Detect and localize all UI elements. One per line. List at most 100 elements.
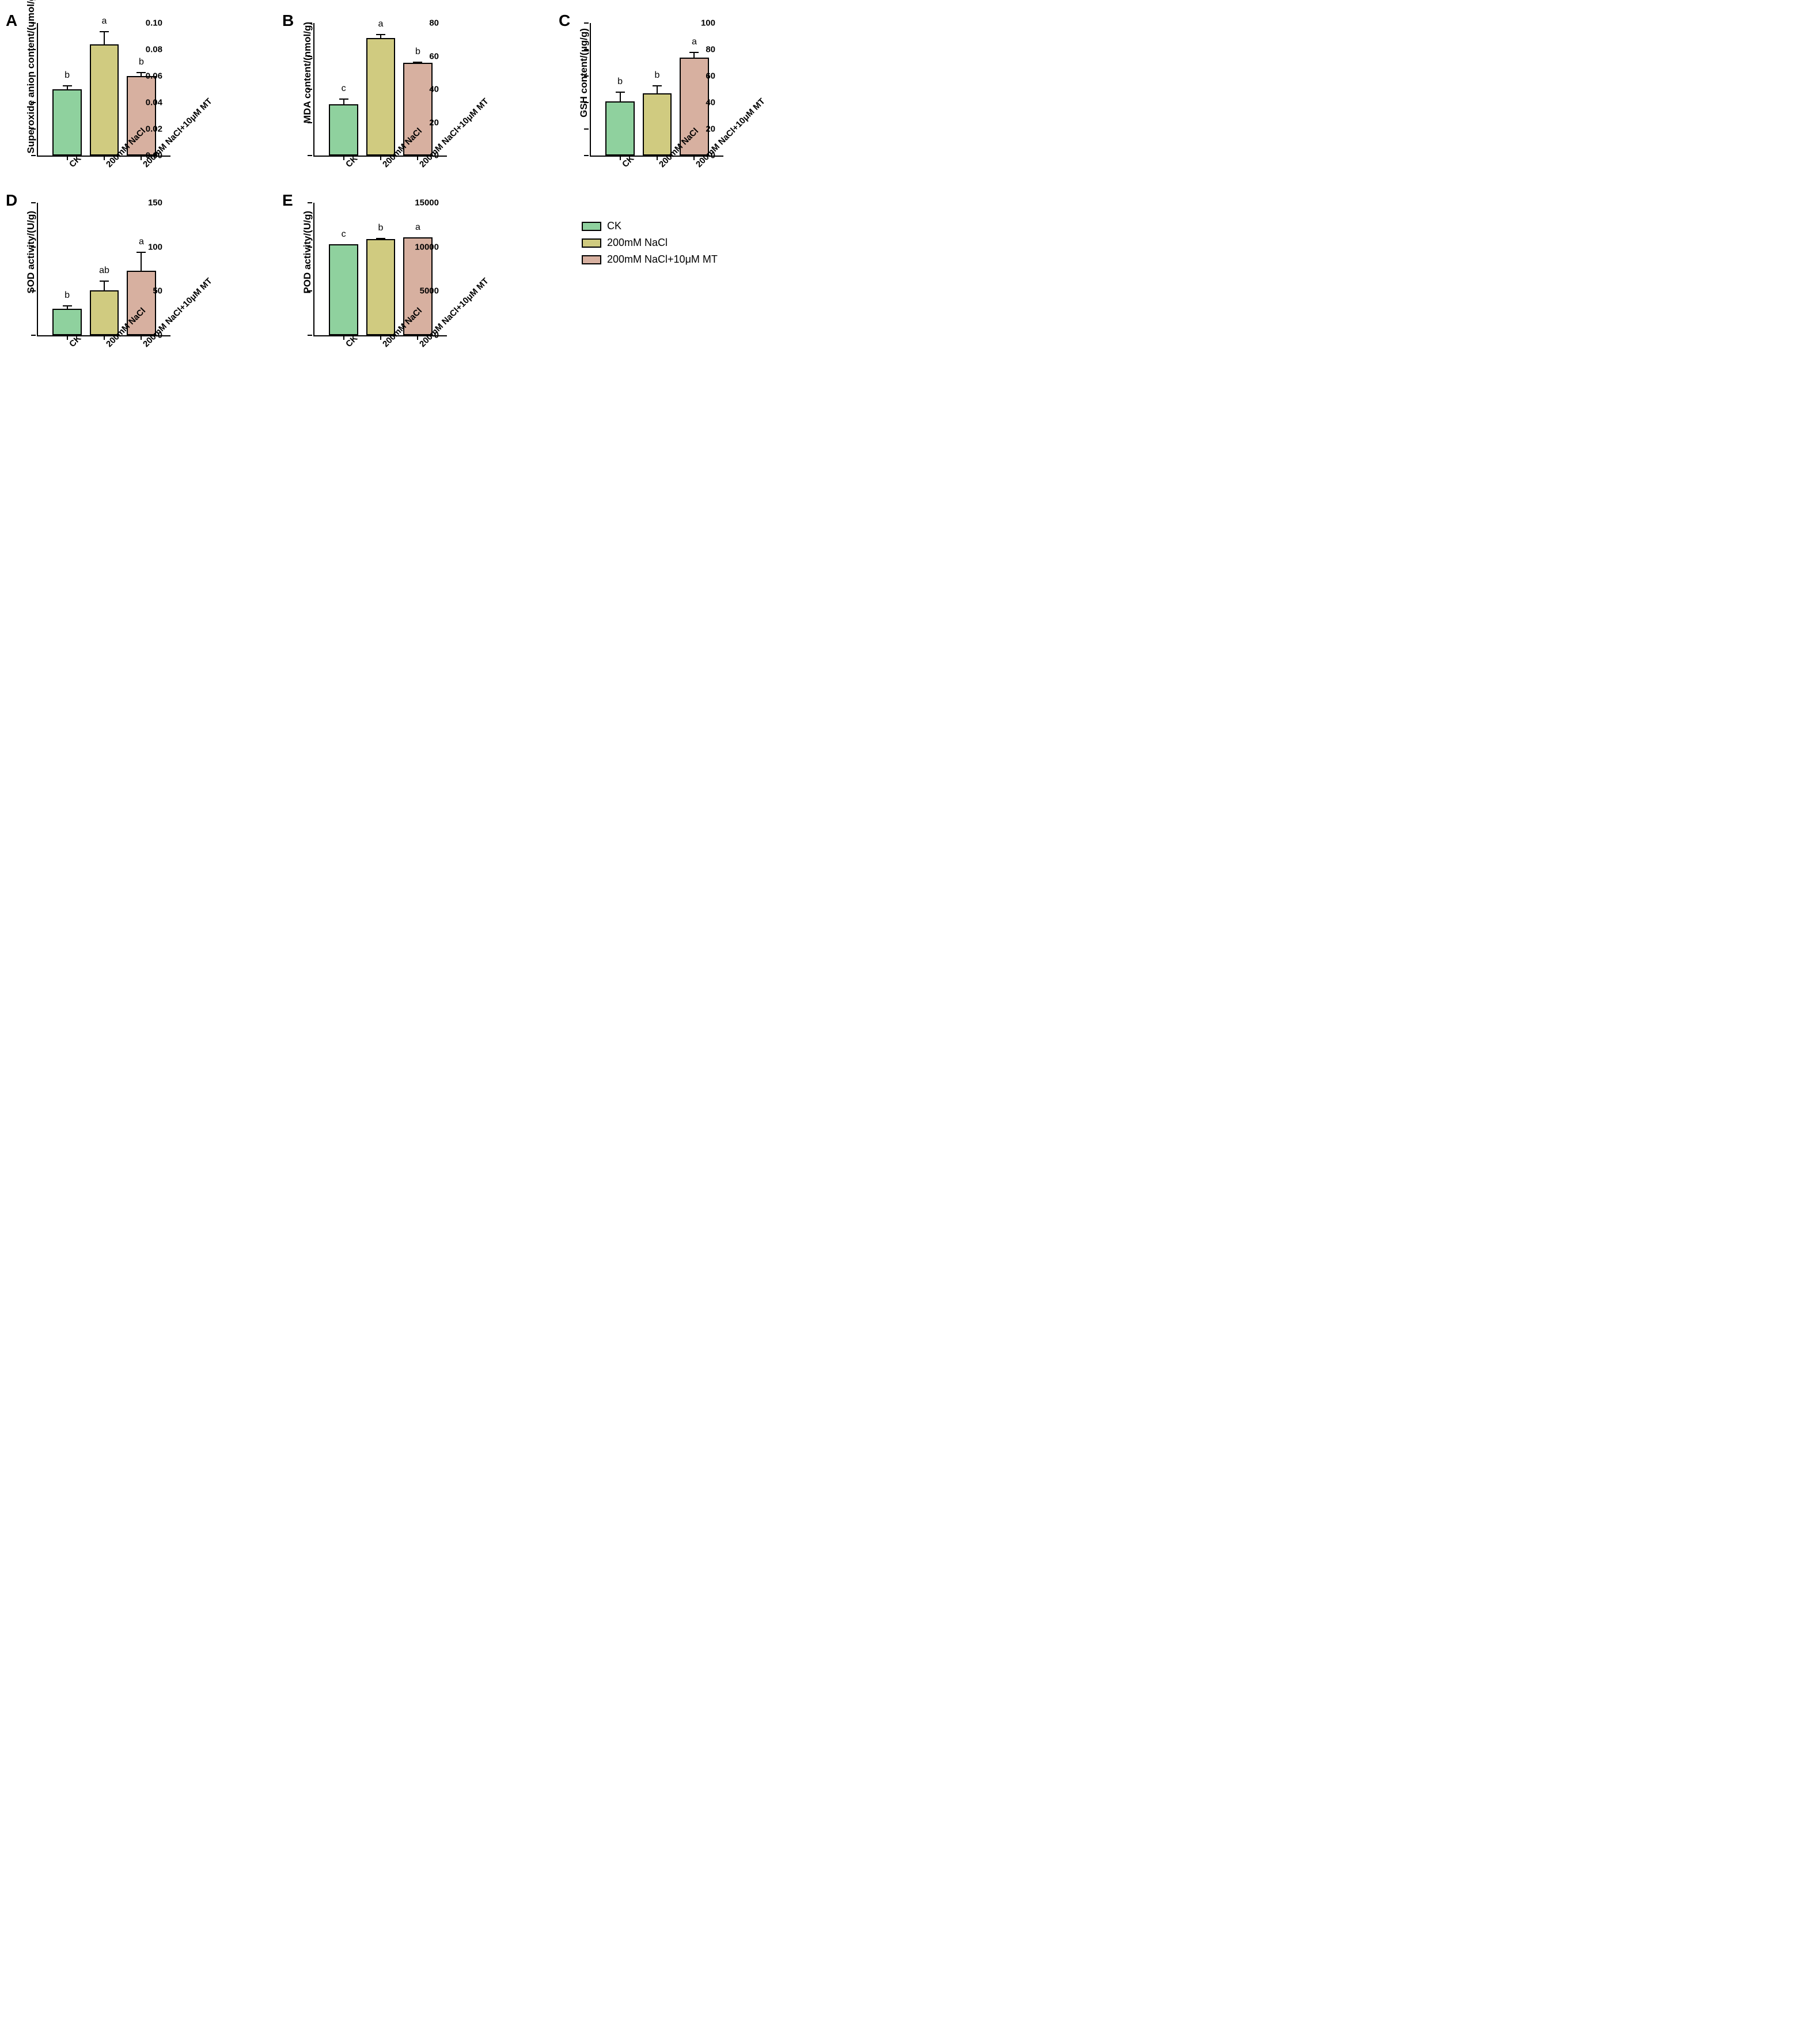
error-cap	[339, 99, 348, 100]
bar: a	[366, 38, 396, 156]
axes: bba CK200mM NaCl200mM NaCl+10μM MT 02040…	[590, 23, 723, 157]
error-bar	[343, 244, 344, 245]
error-cap	[63, 85, 72, 86]
x-tick-label: CK	[620, 162, 627, 169]
y-tick-label: 0.02	[146, 124, 162, 134]
y-tick-label: 40	[429, 85, 439, 94]
y-tick	[31, 75, 36, 77]
error-bar	[343, 99, 344, 105]
error-bar	[67, 85, 68, 90]
y-tick	[31, 155, 36, 156]
y-tick	[308, 56, 312, 57]
legend-swatch	[582, 255, 601, 264]
plot-area: bba CK200mM NaCl200mM NaCl+10μM MT	[590, 23, 723, 157]
y-tick-label: 40	[706, 98, 715, 108]
y-tick	[308, 22, 312, 24]
panel-E: E POD activity/(U/g) cba CK200mM NaCl200…	[299, 203, 553, 336]
bar: b	[366, 239, 396, 335]
error-cap	[100, 281, 109, 282]
legend-swatch	[582, 238, 601, 248]
y-tick	[31, 22, 36, 24]
legend-label: 200mM NaCl	[607, 237, 668, 249]
bars-container: cba	[314, 203, 447, 335]
plot-area: cba CK200mM NaCl200mM NaCl+10μM MT	[313, 203, 447, 336]
x-tick-label: CK	[67, 162, 74, 169]
bars-container: baba	[38, 203, 170, 335]
error-bar	[104, 281, 105, 291]
x-tick-label: CK	[67, 342, 74, 349]
x-tick	[693, 156, 695, 160]
legend: CK200mM NaCl200mM NaCl+10μM MT	[576, 203, 829, 336]
x-tick	[141, 156, 142, 160]
panel-letter: D	[6, 191, 17, 210]
significance-letter: b	[415, 47, 420, 57]
y-tick	[31, 335, 36, 336]
plot-area: baba CK200mM NaCl200mM NaCl+10μM MT	[37, 203, 170, 336]
y-tick	[584, 102, 589, 103]
y-tick	[308, 155, 312, 156]
significance-letter: b	[617, 77, 623, 87]
y-tick	[308, 89, 312, 90]
significance-letter: b	[139, 57, 144, 67]
x-tick	[417, 156, 418, 160]
y-tick-label: 5000	[420, 286, 439, 296]
error-cap	[376, 34, 385, 35]
y-tick	[308, 202, 312, 203]
x-tick-label: 200mM NaCl+10μM MT	[141, 162, 148, 169]
y-tick-label: 0	[158, 331, 162, 340]
y-tick-label: 20	[706, 124, 715, 134]
legend-item: 200mM NaCl	[582, 237, 829, 249]
x-tick	[343, 335, 344, 340]
plot-area: cab CK200mM NaCl200mM NaCl+10μM MT	[313, 23, 447, 157]
y-tick	[31, 247, 36, 248]
y-tick-label: 0	[434, 151, 439, 161]
x-tick-label: 200mM NaCl	[104, 162, 111, 169]
x-tick	[620, 156, 621, 160]
legend-item: CK	[582, 220, 829, 232]
bar: a	[90, 44, 119, 156]
panel-letter: A	[6, 12, 17, 30]
x-tick	[67, 156, 68, 160]
axes: baba CK200mM NaCl200mM NaCl+10μM MT 0501…	[37, 203, 170, 336]
y-tick-label: 100	[148, 242, 162, 252]
significance-letter: b	[655, 70, 660, 81]
bar: ab	[90, 290, 119, 335]
y-tick-label: 60	[706, 71, 715, 81]
x-tick	[104, 335, 105, 340]
error-cap	[339, 244, 348, 245]
y-tick-label: 0.10	[146, 18, 162, 28]
x-tick-label: 200mM NaCl	[381, 162, 388, 169]
panel-letter: B	[282, 12, 294, 30]
y-tick-label: 0.06	[146, 71, 162, 81]
x-tick	[417, 335, 418, 340]
axes: bab CK200mM NaCl200mM NaCl+10μM MT 0.000…	[37, 23, 170, 157]
y-tick-label: 150	[148, 198, 162, 208]
y-tick	[308, 335, 312, 336]
y-tick	[31, 49, 36, 50]
y-tick-label: 0.00	[146, 151, 162, 161]
significance-letter: c	[342, 84, 346, 94]
x-tick	[141, 335, 142, 340]
x-tick-label: 200mM NaCl+10μM MT	[694, 162, 701, 169]
error-bar	[380, 238, 381, 240]
error-bar	[417, 237, 418, 238]
y-tick	[31, 202, 36, 203]
x-tick-label: 200mM NaCl+10μM MT	[141, 342, 148, 349]
x-tick	[67, 335, 68, 340]
panel-D: D SOD activity/(U/g) baba CK200mM NaCl20…	[23, 203, 276, 336]
bars-container: bab	[38, 23, 170, 156]
axes: cba CK200mM NaCl200mM NaCl+10μM MT 05000…	[313, 203, 447, 336]
x-tick-label: 200mM NaCl	[657, 162, 664, 169]
x-tick	[380, 156, 381, 160]
chart-wrap: POD activity/(U/g) cba CK200mM NaCl200mM…	[299, 203, 553, 336]
legend-swatch	[582, 222, 601, 231]
error-cap	[413, 62, 422, 63]
y-tick-label: 0.08	[146, 45, 162, 55]
significance-letter: a	[692, 37, 697, 47]
plot-area: bab CK200mM NaCl200mM NaCl+10μM MT	[37, 23, 170, 157]
error-cap	[63, 305, 72, 306]
panel-A: A Superoxide anion content/(umol/g) bab …	[23, 23, 276, 157]
x-tick-label: CK	[344, 162, 351, 169]
x-tick-label: CK	[344, 342, 351, 349]
y-tick	[308, 290, 312, 291]
